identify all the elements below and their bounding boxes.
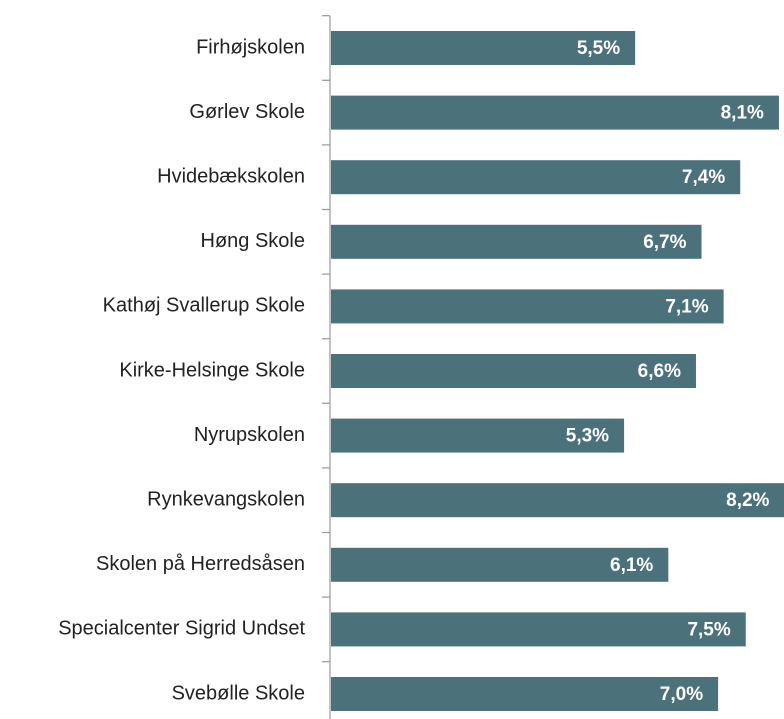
value-label: 6,1% <box>610 555 653 576</box>
bar <box>331 612 746 647</box>
category-label: Hvidebækskolen <box>157 165 305 187</box>
value-label: 6,7% <box>643 232 686 253</box>
bar <box>331 31 636 65</box>
category-label: Nyrupskolen <box>194 424 305 446</box>
bar <box>331 160 741 195</box>
category-label: Rynkevangskolen <box>147 488 305 510</box>
category-label: Høng Skole <box>201 230 306 252</box>
value-label: 8,2% <box>726 490 769 511</box>
category-label: Kathøj Svallerup Skole <box>103 295 305 317</box>
category-label: Gørlev Skole <box>189 101 305 123</box>
bar <box>331 95 779 130</box>
value-label: 5,3% <box>566 426 609 447</box>
category-label: Skolen på Herredsåsen <box>96 553 305 575</box>
value-label: 7,1% <box>665 296 708 317</box>
bar <box>331 289 724 324</box>
value-label: 5,5% <box>577 38 620 59</box>
value-label: 7,4% <box>682 167 725 188</box>
value-label: 7,0% <box>660 684 703 705</box>
category-label: Svebølle Skole <box>172 682 305 704</box>
category-label: Specialcenter Sigrid Undset <box>58 618 305 640</box>
bar <box>331 224 702 259</box>
value-label: 7,5% <box>687 619 730 640</box>
bar <box>331 483 784 518</box>
bar <box>331 418 625 453</box>
bar <box>331 677 719 711</box>
category-label: Firhøjskolen <box>196 36 305 58</box>
value-label: 6,6% <box>638 361 681 382</box>
value-label: 8,1% <box>721 103 764 124</box>
bar <box>331 354 696 388</box>
category-label: Kirke-Helsinge Skole <box>119 359 305 381</box>
bar <box>331 547 669 582</box>
